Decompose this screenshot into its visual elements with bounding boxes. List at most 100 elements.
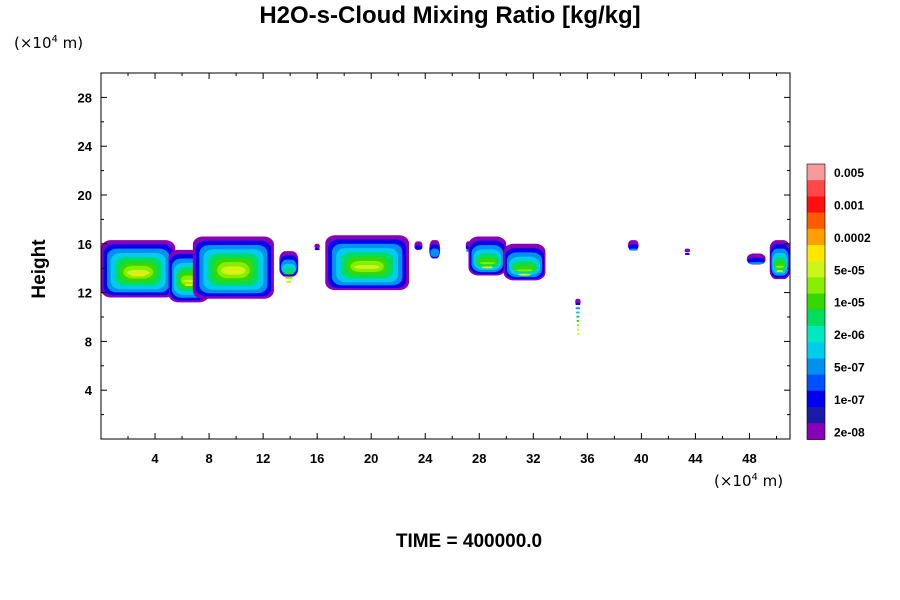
x-tick-label: 8 <box>205 451 212 466</box>
colorbar: 0.005 0.001 0.0002 5e-05 1e-05 2e-06 5e-07 1e-0… <box>806 163 871 440</box>
colorbar-label: 0.0002 <box>834 231 871 245</box>
colorbar-swatch <box>807 277 825 294</box>
cloud-feature <box>101 240 176 298</box>
colorbar-swatch <box>807 342 825 359</box>
cloud-contour <box>481 266 494 269</box>
cloud-contour <box>479 262 495 265</box>
y-tick-label: 20 <box>78 188 92 203</box>
x-tick-label: 44 <box>688 451 703 466</box>
colorbar-swatch <box>807 374 825 392</box>
cloud-contour <box>518 273 531 276</box>
cloud-contour <box>354 265 380 270</box>
x-tick-label: 12 <box>256 451 270 466</box>
x-tick-label: 28 <box>472 451 486 466</box>
cloud-contour <box>577 328 580 331</box>
cloud-contour <box>284 272 294 275</box>
cloud-feature <box>684 248 691 255</box>
cloud-contour <box>516 269 533 272</box>
colorbar-label: 0.001 <box>834 199 864 213</box>
cloud-feature <box>746 253 766 265</box>
cloud-feature <box>769 240 790 280</box>
colorbar-swatch <box>807 196 825 213</box>
cloud-contour <box>684 248 691 253</box>
x-tick-label: 4 <box>151 451 159 466</box>
x-tick-label: 20 <box>364 451 378 466</box>
y-tick-label: 12 <box>78 286 92 301</box>
cloud-feature <box>414 241 423 250</box>
colorbar-swatch <box>807 407 825 424</box>
y-tick-label: 4 <box>85 383 93 398</box>
cloud-contour <box>577 332 580 335</box>
cloud-contour <box>575 311 580 314</box>
colorbar-label: 5e-05 <box>834 263 865 277</box>
colorbar-swatch <box>807 228 825 246</box>
cloud-contour <box>575 302 581 305</box>
colorbar-label: 2e-08 <box>834 425 865 439</box>
cloud-contour <box>182 279 195 283</box>
cloud-contour <box>576 320 580 323</box>
colorbar-swatch <box>807 326 825 343</box>
plot-frame <box>100 72 791 440</box>
chart-title: H2O-s-Cloud Mixing Ratio [kg/kg] <box>259 2 641 29</box>
colorbar-swatch <box>807 164 825 181</box>
cloud-contour <box>225 270 242 273</box>
cloud-contour <box>285 281 292 284</box>
colorbar-swatch <box>807 309 825 327</box>
colorbar-label: 1e-05 <box>834 296 865 310</box>
colorbar-swatch <box>807 245 825 262</box>
colorbar-frame <box>806 163 826 440</box>
colorbar-swatch <box>807 358 825 375</box>
colorbar-label: 5e-07 <box>834 361 865 375</box>
x-tick-label: 36 <box>580 451 594 466</box>
cloud-feature <box>468 236 507 276</box>
cloud-contour <box>430 248 440 257</box>
cloud-contour <box>628 244 639 250</box>
cloud-contour <box>314 243 320 249</box>
cloud-contour <box>628 248 638 251</box>
cloud-contour <box>221 266 246 275</box>
colorbar-swatch <box>807 423 825 440</box>
colorbar-swatch <box>807 390 825 408</box>
y-tick-label: 28 <box>78 90 92 105</box>
cloud-contour <box>576 315 580 318</box>
cloud-contour <box>285 276 293 279</box>
x-tick-label: 16 <box>310 451 324 466</box>
cloud-contour <box>776 270 783 273</box>
y-tick-label: 8 <box>85 334 92 349</box>
colorbar-label: 1e-07 <box>834 393 865 407</box>
colorbar-swatch <box>807 212 825 230</box>
cloud-contour <box>130 274 146 277</box>
y-tick-label: 16 <box>78 237 92 252</box>
x-tick-label: 32 <box>526 451 540 466</box>
cloud-contour <box>314 248 320 251</box>
x-unit-label: (×104 m) <box>714 472 784 490</box>
x-tick-label: 40 <box>634 451 648 466</box>
cloud-layer <box>101 235 790 335</box>
cloud-contour <box>684 252 690 255</box>
cloud-feature <box>279 251 299 284</box>
cloud-contour <box>775 265 784 268</box>
cloud-feature <box>503 243 546 281</box>
y-unit-label: (×104 m) <box>14 34 84 52</box>
cloud-feature <box>325 235 410 291</box>
cloud-feature <box>429 240 441 259</box>
cloud-contour <box>575 307 581 310</box>
cloud-feature <box>192 236 274 299</box>
cloud-contour <box>414 245 423 250</box>
cloud-contour <box>282 268 295 272</box>
cloud-feature <box>575 298 581 335</box>
cloud-feature <box>627 240 639 251</box>
cloud-contour <box>748 262 765 265</box>
cloud-contour <box>184 284 193 287</box>
cloud-contour <box>127 270 150 276</box>
cloud-feature <box>314 243 320 251</box>
x-tick-label: 24 <box>418 451 433 466</box>
colorbar-swatch <box>807 293 825 311</box>
colorbar-label: 2e-06 <box>834 328 865 342</box>
cloud-contour <box>576 324 579 327</box>
x-tick-label: 48 <box>742 451 756 466</box>
colorbar-swatch <box>807 180 825 197</box>
y-tick-label: 24 <box>78 139 93 154</box>
